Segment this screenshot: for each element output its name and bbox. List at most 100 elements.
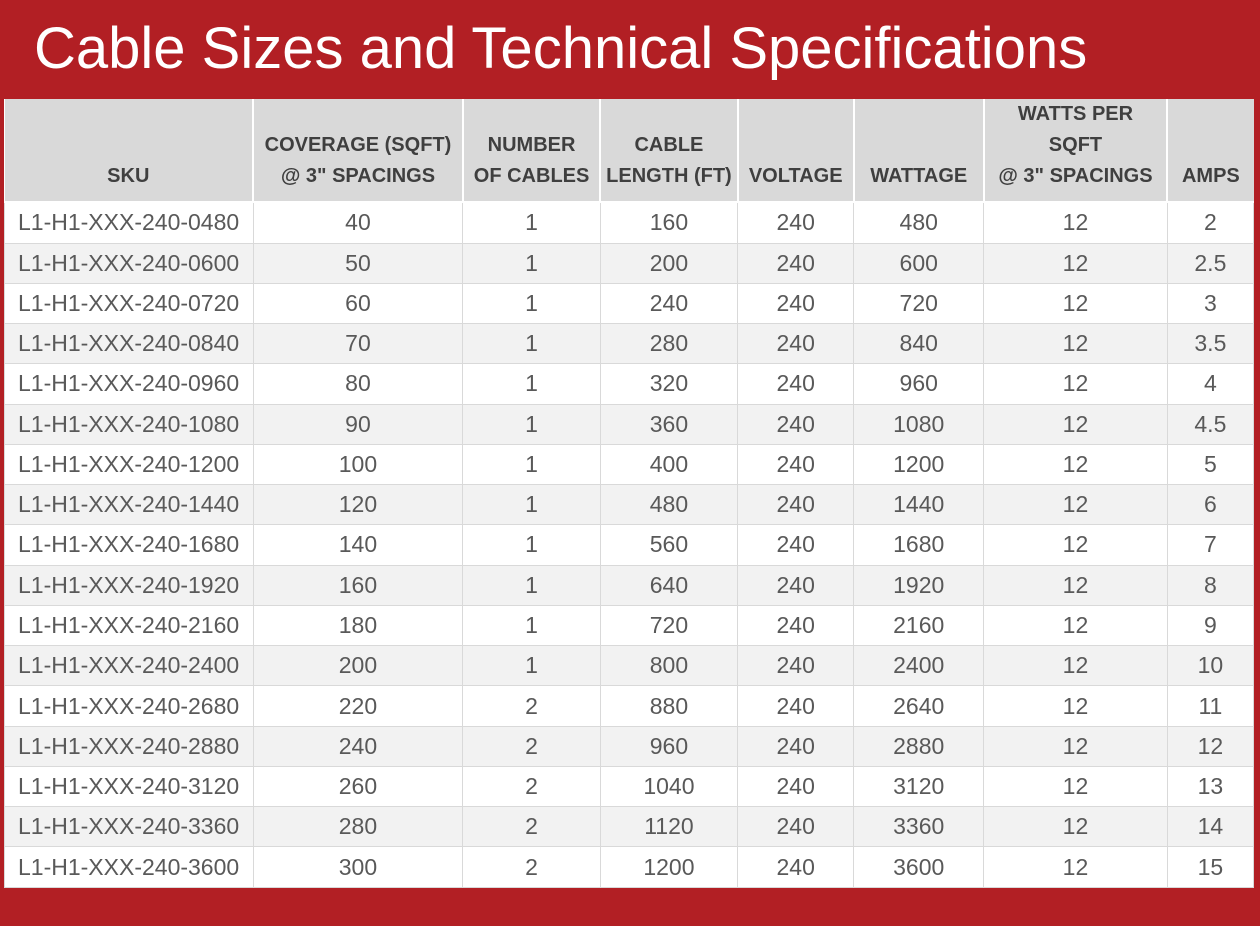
cell-voltage: 240: [737, 846, 855, 888]
column-header-watts_per_sqft: WATTS PER SQFT @ 3" SPACINGS: [982, 99, 1168, 203]
cell-sku: L1-H1-XXX-240-0480: [4, 201, 254, 244]
cell-cable_length_ft: 400: [599, 443, 739, 486]
cell-amps: 2.5: [1166, 242, 1255, 284]
cell-voltage: 240: [737, 323, 855, 365]
cell-cable_length_ft: 800: [599, 645, 739, 687]
cell-coverage_sqft: 300: [252, 846, 464, 888]
table-row: L1-H1-XXX-240-0480 40 1 160 240 480 12 2: [4, 201, 1255, 244]
cell-coverage_sqft: 70: [252, 323, 464, 365]
cell-wattage: 2640: [853, 685, 985, 727]
cell-voltage: 240: [737, 403, 855, 445]
table-row: L1-H1-XXX-240-2680 220 2 880 240 2640 12 11: [4, 685, 1255, 727]
cell-wattage: 1680: [853, 524, 985, 566]
cell-number_of_cables: 1: [462, 443, 601, 486]
cell-watts_per_sqft: 12: [983, 363, 1168, 405]
cell-voltage: 240: [737, 604, 855, 647]
table-row: L1-H1-XXX-240-0960 80 1 320 240 960 12 4: [4, 363, 1255, 405]
cell-wattage: 2160: [853, 604, 985, 647]
cell-voltage: 240: [737, 242, 855, 284]
cell-voltage: 240: [737, 363, 855, 405]
cell-wattage: 3120: [853, 765, 985, 808]
cell-wattage: 2400: [853, 645, 985, 687]
cell-sku: L1-H1-XXX-240-3120: [4, 765, 254, 808]
cell-sku: L1-H1-XXX-240-1680: [4, 524, 254, 566]
cell-watts_per_sqft: 12: [983, 846, 1168, 888]
cell-number_of_cables: 2: [462, 765, 601, 808]
cell-wattage: 1080: [853, 403, 985, 445]
cell-cable_length_ft: 640: [599, 564, 739, 606]
cell-number_of_cables: 2: [462, 685, 601, 727]
cell-sku: L1-H1-XXX-240-0960: [4, 363, 254, 405]
cell-cable_length_ft: 720: [599, 604, 739, 647]
cell-coverage_sqft: 220: [252, 685, 464, 727]
cell-voltage: 240: [737, 765, 855, 808]
cell-watts_per_sqft: 12: [983, 645, 1168, 687]
cell-coverage_sqft: 50: [252, 242, 464, 284]
table-row: L1-H1-XXX-240-2160 180 1 720 240 2160 12 9: [4, 604, 1255, 647]
cell-sku: L1-H1-XXX-240-2880: [4, 725, 254, 767]
cell-wattage: 840: [853, 323, 985, 365]
cell-coverage_sqft: 90: [252, 403, 464, 445]
cell-amps: 5: [1166, 443, 1255, 486]
cell-sku: L1-H1-XXX-240-1920: [4, 564, 254, 606]
cell-amps: 2: [1166, 201, 1255, 244]
cell-wattage: 720: [853, 282, 985, 325]
cell-watts_per_sqft: 12: [983, 323, 1168, 365]
cell-cable_length_ft: 280: [599, 323, 739, 365]
cell-number_of_cables: 1: [462, 242, 601, 284]
cell-number_of_cables: 1: [462, 363, 601, 405]
cell-sku: L1-H1-XXX-240-2160: [4, 604, 254, 647]
table-row: L1-H1-XXX-240-1920 160 1 640 240 1920 12 8: [4, 564, 1255, 606]
cell-sku: L1-H1-XXX-240-3600: [4, 846, 254, 888]
cell-watts_per_sqft: 12: [983, 806, 1168, 848]
cell-wattage: 480: [853, 201, 985, 244]
cell-number_of_cables: 1: [462, 564, 601, 606]
cell-number_of_cables: 1: [462, 484, 601, 526]
cell-watts_per_sqft: 12: [983, 524, 1168, 566]
cell-cable_length_ft: 320: [599, 363, 739, 405]
cell-watts_per_sqft: 12: [983, 443, 1168, 486]
cell-sku: L1-H1-XXX-240-1080: [4, 403, 254, 445]
cell-coverage_sqft: 140: [252, 524, 464, 566]
cell-voltage: 240: [737, 443, 855, 486]
cell-coverage_sqft: 160: [252, 564, 464, 606]
cell-coverage_sqft: 60: [252, 282, 464, 325]
cell-number_of_cables: 1: [462, 604, 601, 647]
cell-wattage: 1200: [853, 443, 985, 486]
cell-coverage_sqft: 280: [252, 806, 464, 848]
cell-coverage_sqft: 180: [252, 604, 464, 647]
cell-sku: L1-H1-XXX-240-2680: [4, 685, 254, 727]
cell-number_of_cables: 2: [462, 806, 601, 848]
cell-voltage: 240: [737, 685, 855, 727]
cell-cable_length_ft: 880: [599, 685, 739, 727]
cell-sku: L1-H1-XXX-240-0720: [4, 282, 254, 325]
column-header-number_of_cables: NUMBER OF CABLES: [461, 99, 601, 203]
cell-cable_length_ft: 1120: [599, 806, 739, 848]
cell-watts_per_sqft: 12: [983, 242, 1168, 284]
cell-number_of_cables: 1: [462, 282, 601, 325]
table-body: L1-H1-XXX-240-0480 40 1 160 240 480 12 2 L1-H1-X…: [4, 201, 1255, 888]
table-row: L1-H1-XXX-240-2400 200 1 800 240 2400 12 10: [4, 645, 1255, 687]
cell-coverage_sqft: 80: [252, 363, 464, 405]
cell-number_of_cables: 1: [462, 201, 601, 244]
header-row: SKU COVERAGE (SQFT) @ 3" SPACINGS NUMBER OF …: [4, 99, 1254, 203]
table-row: L1-H1-XXX-240-0840 70 1 280 240 840 12 3.5: [4, 323, 1255, 365]
cell-wattage: 1440: [853, 484, 985, 526]
cell-sku: L1-H1-XXX-240-3360: [4, 806, 254, 848]
cell-cable_length_ft: 480: [599, 484, 739, 526]
cell-voltage: 240: [737, 201, 855, 244]
cell-amps: 13: [1166, 765, 1255, 808]
cell-number_of_cables: 2: [462, 846, 601, 888]
table-row: L1-H1-XXX-240-1080 90 1 360 240 1080 12 4.5: [4, 403, 1255, 445]
cell-amps: 7: [1166, 524, 1255, 566]
cell-amps: 11: [1166, 685, 1255, 727]
cell-number_of_cables: 1: [462, 323, 601, 365]
spec-table: SKU COVERAGE (SQFT) @ 3" SPACINGS NUMBER OF …: [4, 99, 1255, 888]
table-row: L1-H1-XXX-240-1440 120 1 480 240 1440 12 6: [4, 484, 1255, 526]
cell-sku: L1-H1-XXX-240-1440: [4, 484, 254, 526]
cell-number_of_cables: 2: [462, 725, 601, 767]
table-row: L1-H1-XXX-240-0600 50 1 200 240 600 12 2.5: [4, 242, 1255, 284]
cell-amps: 4: [1166, 363, 1255, 405]
cell-number_of_cables: 1: [462, 645, 601, 687]
